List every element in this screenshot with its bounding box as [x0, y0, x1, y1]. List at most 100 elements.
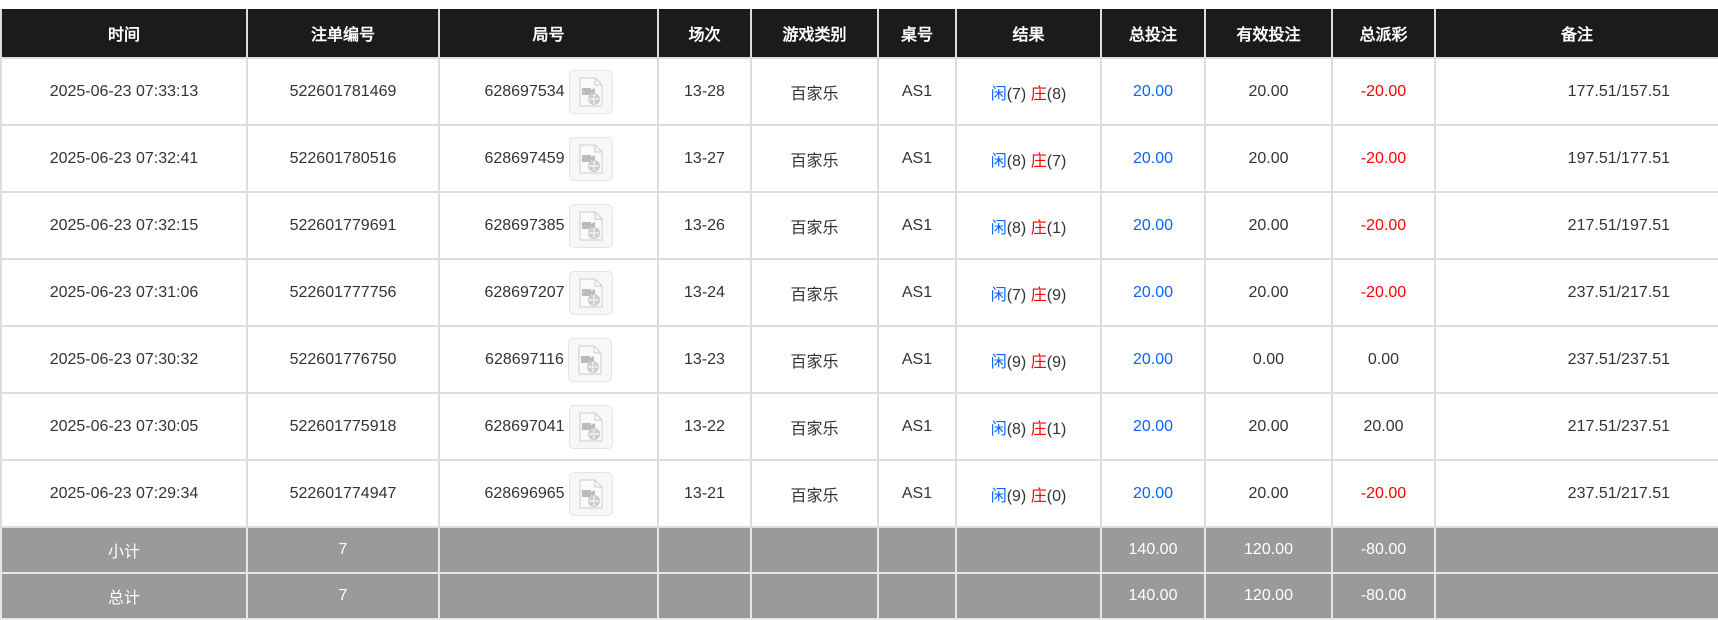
- table-row: 2025-06-23 07:29:34 522601774947 628696965…: [0, 459, 1718, 528]
- round-number: 628697041: [484, 417, 565, 435]
- player-label: 闲: [990, 152, 1007, 170]
- banker-score: (7): [1046, 152, 1067, 170]
- table-no-cell: AS1: [877, 258, 957, 327]
- round-cell: 628697385: [438, 191, 659, 260]
- bet-records-table: 时间 注单编号 局号 场次 游戏类别 桌号 结果 总投注 有效投注 总派彩 备注 2025-06-2…: [0, 9, 1718, 620]
- round-number: 628697534: [484, 82, 565, 100]
- table-no-cell: AS1: [877, 124, 957, 193]
- total-bet-cell: 20.00: [1100, 124, 1206, 193]
- column-header-game-type: 游戏类别: [750, 9, 879, 59]
- payout-cell: -20.00: [1331, 124, 1436, 193]
- subtotal-row: 小计 7 140.00 120.00 -80.00: [0, 526, 1718, 574]
- round-cell: 628697041: [438, 392, 659, 461]
- valid-bet-cell: 20.00: [1204, 124, 1333, 193]
- payout-cell: -20.00: [1331, 57, 1436, 126]
- column-header-valid-bet: 有效投注: [1204, 9, 1333, 59]
- player-score: (8): [1006, 152, 1027, 170]
- table-no-cell: AS1: [877, 57, 957, 126]
- session-cell: 13-24: [657, 258, 752, 327]
- remark-cell: 237.51/217.51: [1434, 459, 1718, 528]
- empty-cell: [1434, 572, 1718, 620]
- remark-cell: 217.51/237.51: [1434, 392, 1718, 461]
- remark-cell: 197.51/177.51: [1434, 124, 1718, 193]
- empty-cell: [877, 572, 957, 620]
- empty-cell: [438, 572, 659, 620]
- column-header-table-no: 桌号: [877, 9, 957, 59]
- round-cell: 628697116: [438, 325, 659, 394]
- banker-score: (8): [1046, 85, 1067, 103]
- valid-bet-cell: 20.00: [1204, 459, 1333, 528]
- subtotal-payout: -80.00: [1331, 526, 1436, 574]
- session-cell: 13-21: [657, 459, 752, 528]
- payout-cell: -20.00: [1331, 191, 1436, 260]
- player-label: 闲: [990, 219, 1007, 237]
- total-payout: -80.00: [1331, 572, 1436, 620]
- video-replay-icon[interactable]: [567, 337, 612, 382]
- table-no-cell: AS1: [877, 459, 957, 528]
- empty-cell: [657, 572, 752, 620]
- bet-id-cell: 522601774947: [246, 459, 440, 528]
- total-bet-cell: 20.00: [1100, 392, 1206, 461]
- result-cell: 闲(8) 庄(7): [955, 124, 1102, 193]
- video-replay-icon[interactable]: [568, 69, 613, 114]
- payout-cell: -20.00: [1331, 258, 1436, 327]
- session-cell: 13-28: [657, 57, 752, 126]
- subtotal-valid-bet: 120.00: [1204, 526, 1333, 574]
- round-number: 628697116: [485, 350, 564, 368]
- time-cell: 2025-06-23 07:32:15: [0, 191, 248, 260]
- valid-bet-cell: 20.00: [1204, 57, 1333, 126]
- payout-cell: 20.00: [1331, 392, 1436, 461]
- player-label: 闲: [990, 487, 1007, 505]
- bet-id-cell: 522601780516: [246, 124, 440, 193]
- valid-bet-cell: 20.00: [1204, 392, 1333, 461]
- table-row: 2025-06-23 07:32:41 522601780516 628697459…: [0, 124, 1718, 193]
- banker-score: (9): [1046, 286, 1067, 304]
- subtotal-count: 7: [246, 526, 440, 574]
- round-cell: 628696965: [438, 459, 659, 528]
- column-header-total-bet: 总投注: [1100, 9, 1206, 59]
- column-header-bet-id: 注单编号: [246, 9, 440, 59]
- table-row: 2025-06-23 07:31:06 522601777756 628697207…: [0, 258, 1718, 327]
- empty-cell: [750, 572, 879, 620]
- round-cell: 628697207: [438, 258, 659, 327]
- result-cell: 闲(9) 庄(0): [955, 459, 1102, 528]
- valid-bet-cell: 20.00: [1204, 258, 1333, 327]
- banker-label: 庄: [1030, 420, 1047, 438]
- table-no-cell: AS1: [877, 191, 957, 260]
- video-replay-icon[interactable]: [568, 136, 613, 181]
- player-label: 闲: [990, 353, 1007, 371]
- player-label: 闲: [990, 286, 1007, 304]
- empty-cell: [438, 526, 659, 574]
- bet-id-cell: 522601779691: [246, 191, 440, 260]
- player-score: (8): [1006, 219, 1027, 237]
- banker-label: 庄: [1030, 152, 1047, 170]
- game-type-cell: 百家乐: [750, 392, 879, 461]
- round-number: 628697459: [484, 149, 565, 167]
- column-header-result: 结果: [955, 9, 1102, 59]
- column-header-payout: 总派彩: [1331, 9, 1436, 59]
- result-cell: 闲(8) 庄(1): [955, 392, 1102, 461]
- session-cell: 13-23: [657, 325, 752, 394]
- video-replay-icon[interactable]: [568, 203, 613, 248]
- time-cell: 2025-06-23 07:29:34: [0, 459, 248, 528]
- total-valid-bet: 120.00: [1204, 572, 1333, 620]
- video-replay-icon[interactable]: [568, 471, 613, 516]
- banker-score: (1): [1046, 420, 1067, 438]
- banker-label: 庄: [1030, 353, 1047, 371]
- player-score: (8): [1006, 420, 1027, 438]
- result-cell: 闲(7) 庄(8): [955, 57, 1102, 126]
- total-bet-cell: 20.00: [1100, 325, 1206, 394]
- table-row: 2025-06-23 07:32:15 522601779691 628697385…: [0, 191, 1718, 260]
- game-type-cell: 百家乐: [750, 57, 879, 126]
- remark-cell: 217.51/197.51: [1434, 191, 1718, 260]
- total-row: 总计 7 140.00 120.00 -80.00: [0, 572, 1718, 620]
- session-cell: 13-22: [657, 392, 752, 461]
- video-replay-icon[interactable]: [568, 404, 613, 449]
- video-replay-icon[interactable]: [568, 270, 613, 315]
- total-label: 总计: [0, 572, 248, 620]
- time-cell: 2025-06-23 07:30:05: [0, 392, 248, 461]
- column-header-remark: 备注: [1434, 9, 1718, 59]
- column-header-session: 场次: [657, 9, 752, 59]
- header-row: 时间 注单编号 局号 场次 游戏类别 桌号 结果 总投注 有效投注 总派彩 备注: [0, 9, 1718, 59]
- player-score: (9): [1006, 487, 1027, 505]
